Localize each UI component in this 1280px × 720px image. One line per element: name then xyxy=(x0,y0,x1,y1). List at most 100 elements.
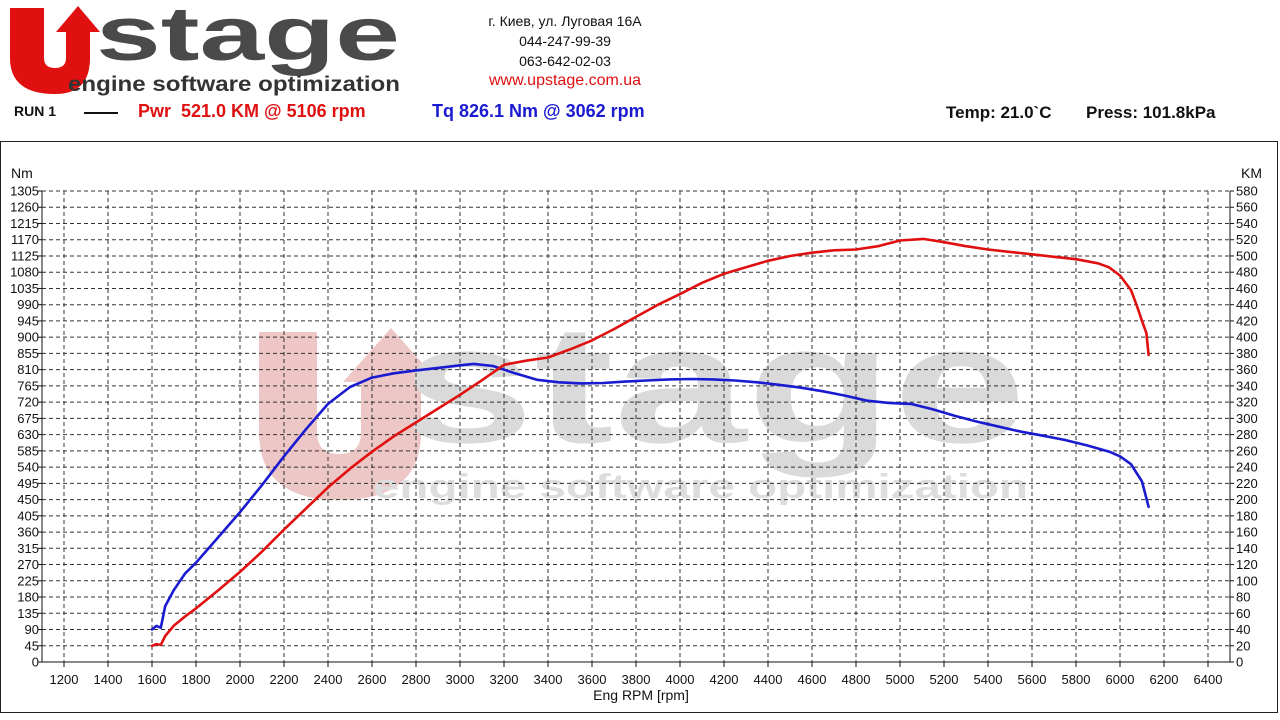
y-left-tick-label: 675 xyxy=(17,411,39,426)
y-right-tick-label: 240 xyxy=(1236,460,1258,475)
y-left-tick-label: 405 xyxy=(17,508,39,523)
x-tick-label: 5600 xyxy=(1018,672,1047,687)
watermark-name: stage xyxy=(401,290,1026,478)
x-tick-label: 4400 xyxy=(754,672,783,687)
chart-axes: 1200 1400 1600 1800 2000 2200 2400 2600 2800 3000… xyxy=(10,184,1258,688)
y-left-tick-label: 900 xyxy=(17,330,39,345)
x-tick-label: 1600 xyxy=(138,672,167,687)
y-left-tick-label: 945 xyxy=(17,313,39,328)
x-tick-label: 5800 xyxy=(1062,672,1091,687)
y-left-tick-label: 450 xyxy=(17,492,39,507)
y-left-tick-label: 45 xyxy=(25,638,39,653)
x-tick-label: 3000 xyxy=(446,672,475,687)
y-right-tick-label: 180 xyxy=(1236,508,1258,523)
x-tick-label: 6400 xyxy=(1194,672,1223,687)
pressure-readout: Press: 101.8kPa xyxy=(1086,103,1216,122)
y-right-tick-label: 420 xyxy=(1236,313,1258,328)
y-right-tick-label: 340 xyxy=(1236,378,1258,393)
y-left-tick-label: 1170 xyxy=(11,232,39,247)
y-right-tick-label: 360 xyxy=(1236,362,1258,377)
y-right-tick-label: 160 xyxy=(1236,525,1258,540)
y-left-unit: Nm xyxy=(11,165,33,181)
y-left-tick-label: 90 xyxy=(25,622,39,637)
y-left-tick-label: 720 xyxy=(17,395,39,410)
upstage-logo: stage engine software optimization xyxy=(10,2,400,96)
x-tick-label: 3200 xyxy=(490,672,519,687)
y-right-tick-label: 80 xyxy=(1236,590,1250,605)
y-left-tick-label: 810 xyxy=(17,362,39,377)
x-tick-label: 2600 xyxy=(358,672,387,687)
y-left-tick-label: 1035 xyxy=(10,281,39,296)
y-right-tick-label: 120 xyxy=(1236,557,1258,572)
y-left-tick-label: 1080 xyxy=(10,265,39,280)
x-axis-label: Eng RPM [rpm] xyxy=(593,687,689,703)
logo-name: stage xyxy=(96,2,400,77)
torque-curve xyxy=(150,362,1150,631)
y-right-tick-label: 40 xyxy=(1236,622,1250,637)
x-tick-label: 3400 xyxy=(534,672,563,687)
y-right-unit: KM xyxy=(1241,165,1262,181)
y-left-tick-label: 1260 xyxy=(10,200,39,215)
x-tick-label: 2800 xyxy=(402,672,431,687)
y-left-tick-label: 765 xyxy=(17,378,39,393)
x-tick-label: 1800 xyxy=(182,672,211,687)
y-left-tick-label: 495 xyxy=(17,476,39,491)
y-left-tick-label: 855 xyxy=(17,346,39,361)
x-tick-label: 5000 xyxy=(886,672,915,687)
x-tick-label: 2400 xyxy=(314,672,343,687)
y-left-tick-label: 270 xyxy=(17,557,39,572)
y-left-tick-label: 180 xyxy=(17,590,39,605)
chart-series xyxy=(150,237,1150,648)
contact-block: г. Киев, ул. Луговая 16А 044-247-99-39 0… xyxy=(430,11,700,91)
dyno-chart: stage engine software optimization 1200 1… xyxy=(10,165,1262,703)
y-right-tick-label: 520 xyxy=(1236,232,1258,247)
y-right-tick-label: 260 xyxy=(1236,443,1258,458)
temperature-readout: Temp: 21.0`C xyxy=(946,103,1052,122)
y-right-tick-label: 60 xyxy=(1236,606,1250,621)
y-right-tick-label: 500 xyxy=(1236,248,1258,263)
y-left-tick-label: 360 xyxy=(17,525,39,540)
contact-address: г. Киев, ул. Луговая 16А xyxy=(488,13,642,29)
x-tick-label: 5200 xyxy=(930,672,959,687)
contact-phone-1: 044-247-99-39 xyxy=(519,33,611,49)
run-summary-bar: RUN 1 Pwr 521.0 KM @ 5106 rpm Tq 826.1 N… xyxy=(0,100,1280,126)
torque-summary: Tq 826.1 Nm @ 3062 rpm xyxy=(432,101,645,121)
y-right-tick-label: 480 xyxy=(1236,265,1258,280)
y-right-tick-label: 100 xyxy=(1236,573,1258,588)
chart-grid xyxy=(42,190,1230,662)
dyno-chart-frame: stage engine software optimization 1200 1… xyxy=(0,141,1278,713)
contact-phone-2: 063-642-02-03 xyxy=(519,53,611,69)
power-summary: Pwr 521.0 KM @ 5106 rpm xyxy=(138,101,366,121)
y-right-tick-label: 380 xyxy=(1236,346,1258,361)
y-right-tick-label: 320 xyxy=(1236,395,1258,410)
x-tick-label: 2000 xyxy=(226,672,255,687)
watermark-logo: stage engine software optimization xyxy=(259,290,1028,506)
x-tick-label: 2200 xyxy=(270,672,299,687)
power-curve xyxy=(150,237,1150,648)
x-tick-label: 1200 xyxy=(50,672,79,687)
y-left-tick-label: 585 xyxy=(17,443,39,458)
run-label: RUN 1 xyxy=(14,103,57,119)
run-line-swatch xyxy=(84,112,118,114)
x-tick-label: 6200 xyxy=(1150,672,1179,687)
y-left-tick-label: 1125 xyxy=(11,248,39,263)
y-left-tick-label: 135 xyxy=(17,606,39,621)
y-right-tick-label: 280 xyxy=(1236,427,1258,442)
y-right-tick-label: 460 xyxy=(1236,281,1258,296)
x-tick-label: 5400 xyxy=(974,672,1003,687)
logo-tagline: engine software optimization xyxy=(68,73,400,96)
y-left-tick-label: 1305 xyxy=(10,184,39,199)
y-right-tick-label: 20 xyxy=(1236,638,1250,653)
y-right-tick-label: 560 xyxy=(1236,200,1258,215)
y-left-tick-label: 315 xyxy=(17,541,39,556)
contact-website[interactable]: www.upstage.com.ua xyxy=(488,72,642,89)
y-left-tick-label: 225 xyxy=(17,573,39,588)
x-tick-label: 6000 xyxy=(1106,672,1135,687)
y-right-tick-label: 300 xyxy=(1236,411,1258,426)
y-right-tick-label: 400 xyxy=(1236,330,1258,345)
y-right-tick-label: 200 xyxy=(1236,492,1258,507)
y-right-tick-label: 540 xyxy=(1236,216,1258,231)
y-left-tick-label: 0 xyxy=(32,655,39,670)
x-tick-label: 4800 xyxy=(842,672,871,687)
y-right-tick-label: 580 xyxy=(1236,184,1258,199)
